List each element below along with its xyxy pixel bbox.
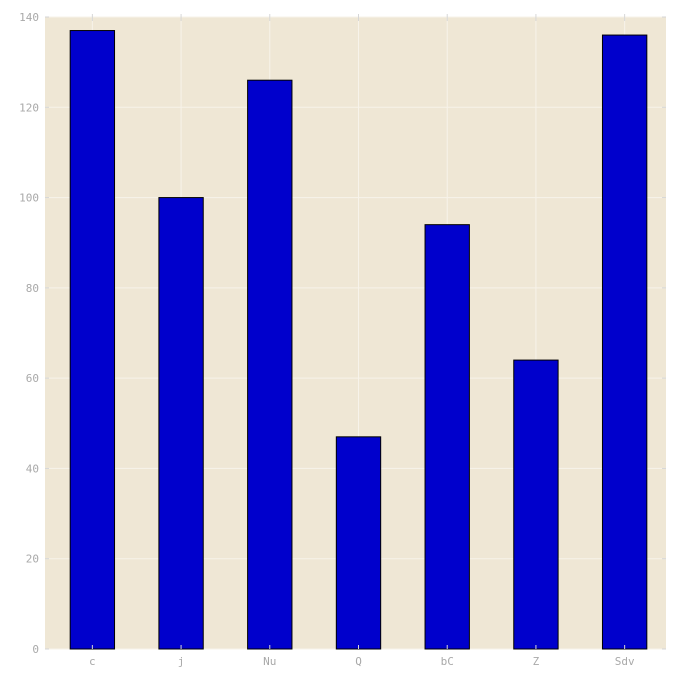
y-tick-label: 40 xyxy=(26,462,39,475)
x-tick-label: Z xyxy=(533,655,540,668)
bar-c xyxy=(69,30,116,650)
x-tick-label: c xyxy=(89,655,96,668)
bar-j xyxy=(158,197,204,650)
x-tick-label: bC xyxy=(441,655,454,668)
x-tick-label: Q xyxy=(355,655,362,668)
axis-ticks xyxy=(45,14,666,650)
y-tick-label: 0 xyxy=(32,643,39,656)
x-tick-label: j xyxy=(178,655,185,668)
bar-bC xyxy=(424,224,470,650)
y-tick-label: 60 xyxy=(26,372,39,385)
y-tick-label: 100 xyxy=(19,192,39,205)
y-tick-label: 140 xyxy=(19,11,39,24)
bar-Q xyxy=(335,436,382,650)
bars xyxy=(69,30,648,650)
bar-Sdv xyxy=(601,34,648,650)
y-tick-label: 20 xyxy=(26,553,39,566)
y-tick-label: 80 xyxy=(26,282,39,295)
x-tick-label: Sdv xyxy=(615,655,635,668)
x-tick-label: Nu xyxy=(263,655,276,668)
bar-Nu xyxy=(247,79,293,650)
y-tick-label: 120 xyxy=(19,101,39,114)
bar-Z xyxy=(513,359,559,650)
